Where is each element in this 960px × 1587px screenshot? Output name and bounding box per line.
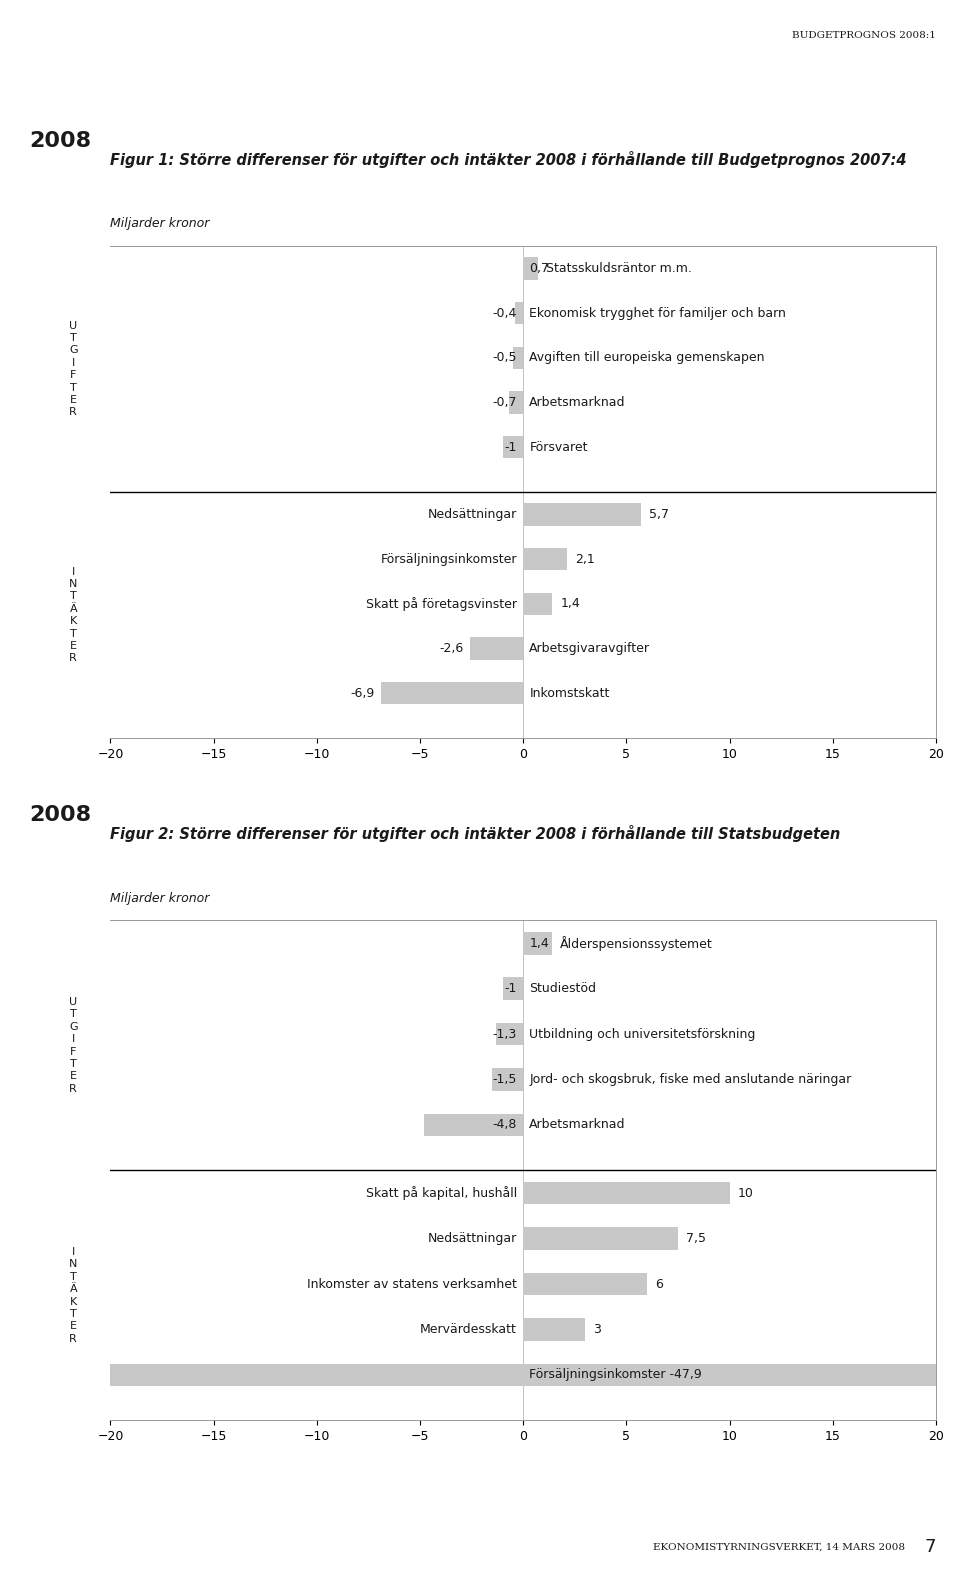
Text: -0,4: -0,4 [492, 306, 517, 319]
Text: Nedsättningar: Nedsättningar [428, 1232, 517, 1246]
Text: 10: 10 [738, 1187, 754, 1200]
Text: U
T
G
I
F
T
E
R: U T G I F T E R [69, 321, 78, 417]
Text: Avgiften till europeiska gemenskapen: Avgiften till europeiska gemenskapen [529, 351, 765, 365]
Text: 2008: 2008 [29, 805, 91, 825]
Bar [523, 932, 552, 954]
Bar [523, 503, 641, 525]
Text: -1,3: -1,3 [492, 1027, 517, 1041]
Bar [515, 302, 523, 324]
Text: Statsskuldsräntor m.m.: Statsskuldsräntor m.m. [546, 262, 692, 275]
Text: Arbetsmarknad: Arbetsmarknad [529, 397, 626, 409]
Bar [469, 638, 523, 660]
Text: EKONOMISTYRNINGSVERKET, 14 MARS 2008: EKONOMISTYRNINGSVERKET, 14 MARS 2008 [653, 1543, 904, 1552]
Text: -0,7: -0,7 [492, 397, 517, 409]
Bar [523, 1227, 678, 1251]
Text: I
N
T
Ä
K
T
E
R: I N T Ä K T E R [69, 567, 78, 663]
Text: Mervärdesskatt: Mervärdesskatt [420, 1324, 517, 1336]
Text: Försäljningsinkomster -47,9: Försäljningsinkomster -47,9 [529, 1368, 702, 1381]
Bar [496, 1022, 523, 1046]
Text: Skatt på kapital, hushåll: Skatt på kapital, hushåll [366, 1185, 517, 1200]
Text: -0,5: -0,5 [492, 351, 517, 365]
Text: -1: -1 [505, 441, 517, 454]
Text: Ålderspensionssystemet: Ålderspensionssystemet [561, 936, 713, 951]
Text: Utbildning och universitetsförskning: Utbildning och universitetsförskning [529, 1027, 756, 1041]
Bar [523, 1182, 730, 1205]
Bar [503, 978, 523, 1000]
Text: -1,5: -1,5 [492, 1073, 517, 1086]
Text: Figur 1: Större differenser för utgifter och intäkter 2008 i förhållande till Bu: Figur 1: Större differenser för utgifter… [110, 151, 907, 168]
Bar [523, 548, 566, 570]
Text: Ekonomisk trygghet för familjer och barn: Ekonomisk trygghet för familjer och barn [529, 306, 786, 319]
Bar [110, 1363, 936, 1387]
Text: 7: 7 [924, 1538, 936, 1557]
Text: Arbetsmarknad: Arbetsmarknad [529, 1119, 626, 1132]
Text: 5,7: 5,7 [649, 508, 669, 521]
Text: U
T
G
I
F
T
E
R: U T G I F T E R [69, 997, 78, 1093]
Bar [509, 392, 523, 414]
Text: Inkomstskatt: Inkomstskatt [529, 687, 610, 700]
Text: Studiestöd: Studiestöd [529, 982, 596, 995]
Text: Försvaret: Försvaret [529, 441, 588, 454]
Text: 2,1: 2,1 [575, 552, 594, 565]
Text: Miljarder kronor: Miljarder kronor [110, 892, 210, 905]
Text: BUDGETPROGNOS 2008:1: BUDGETPROGNOS 2008:1 [792, 32, 936, 40]
Text: -6,9: -6,9 [350, 687, 374, 700]
Bar [503, 436, 523, 459]
Text: 1,4: 1,4 [529, 936, 549, 949]
Text: -4,8: -4,8 [492, 1119, 517, 1132]
Text: I
N
T
Ä
K
T
E
R: I N T Ä K T E R [69, 1247, 78, 1344]
Text: Skatt på företagsvinster: Skatt på företagsvinster [366, 597, 517, 611]
Text: Inkomster av statens verksamhet: Inkomster av statens verksamhet [307, 1278, 517, 1290]
Text: Jord- och skogsbruk, fiske med anslutande näringar: Jord- och skogsbruk, fiske med anslutand… [529, 1073, 852, 1086]
Text: 3: 3 [593, 1324, 601, 1336]
Text: -2,6: -2,6 [439, 643, 464, 655]
Bar [424, 1114, 523, 1136]
Bar [523, 1319, 586, 1341]
Text: 2008: 2008 [29, 130, 91, 151]
Text: 1,4: 1,4 [561, 597, 580, 611]
Text: 0,7: 0,7 [529, 262, 549, 275]
Text: Försäljningsinkomster: Försäljningsinkomster [380, 552, 517, 565]
Bar [523, 257, 538, 279]
Bar [523, 1273, 647, 1295]
Text: 7,5: 7,5 [686, 1232, 707, 1246]
Text: Nedsättningar: Nedsättningar [428, 508, 517, 521]
Text: Miljarder kronor: Miljarder kronor [110, 217, 210, 230]
Text: Arbetsgivaravgifter: Arbetsgivaravgifter [529, 643, 650, 655]
Text: 6: 6 [656, 1278, 663, 1290]
Bar [523, 592, 552, 614]
Bar [381, 682, 523, 705]
Text: Figur 2: Större differenser för utgifter och intäkter 2008 i förhållande till St: Figur 2: Större differenser för utgifter… [110, 825, 841, 843]
Bar [492, 1068, 523, 1090]
Text: -1: -1 [505, 982, 517, 995]
Bar [513, 346, 523, 368]
